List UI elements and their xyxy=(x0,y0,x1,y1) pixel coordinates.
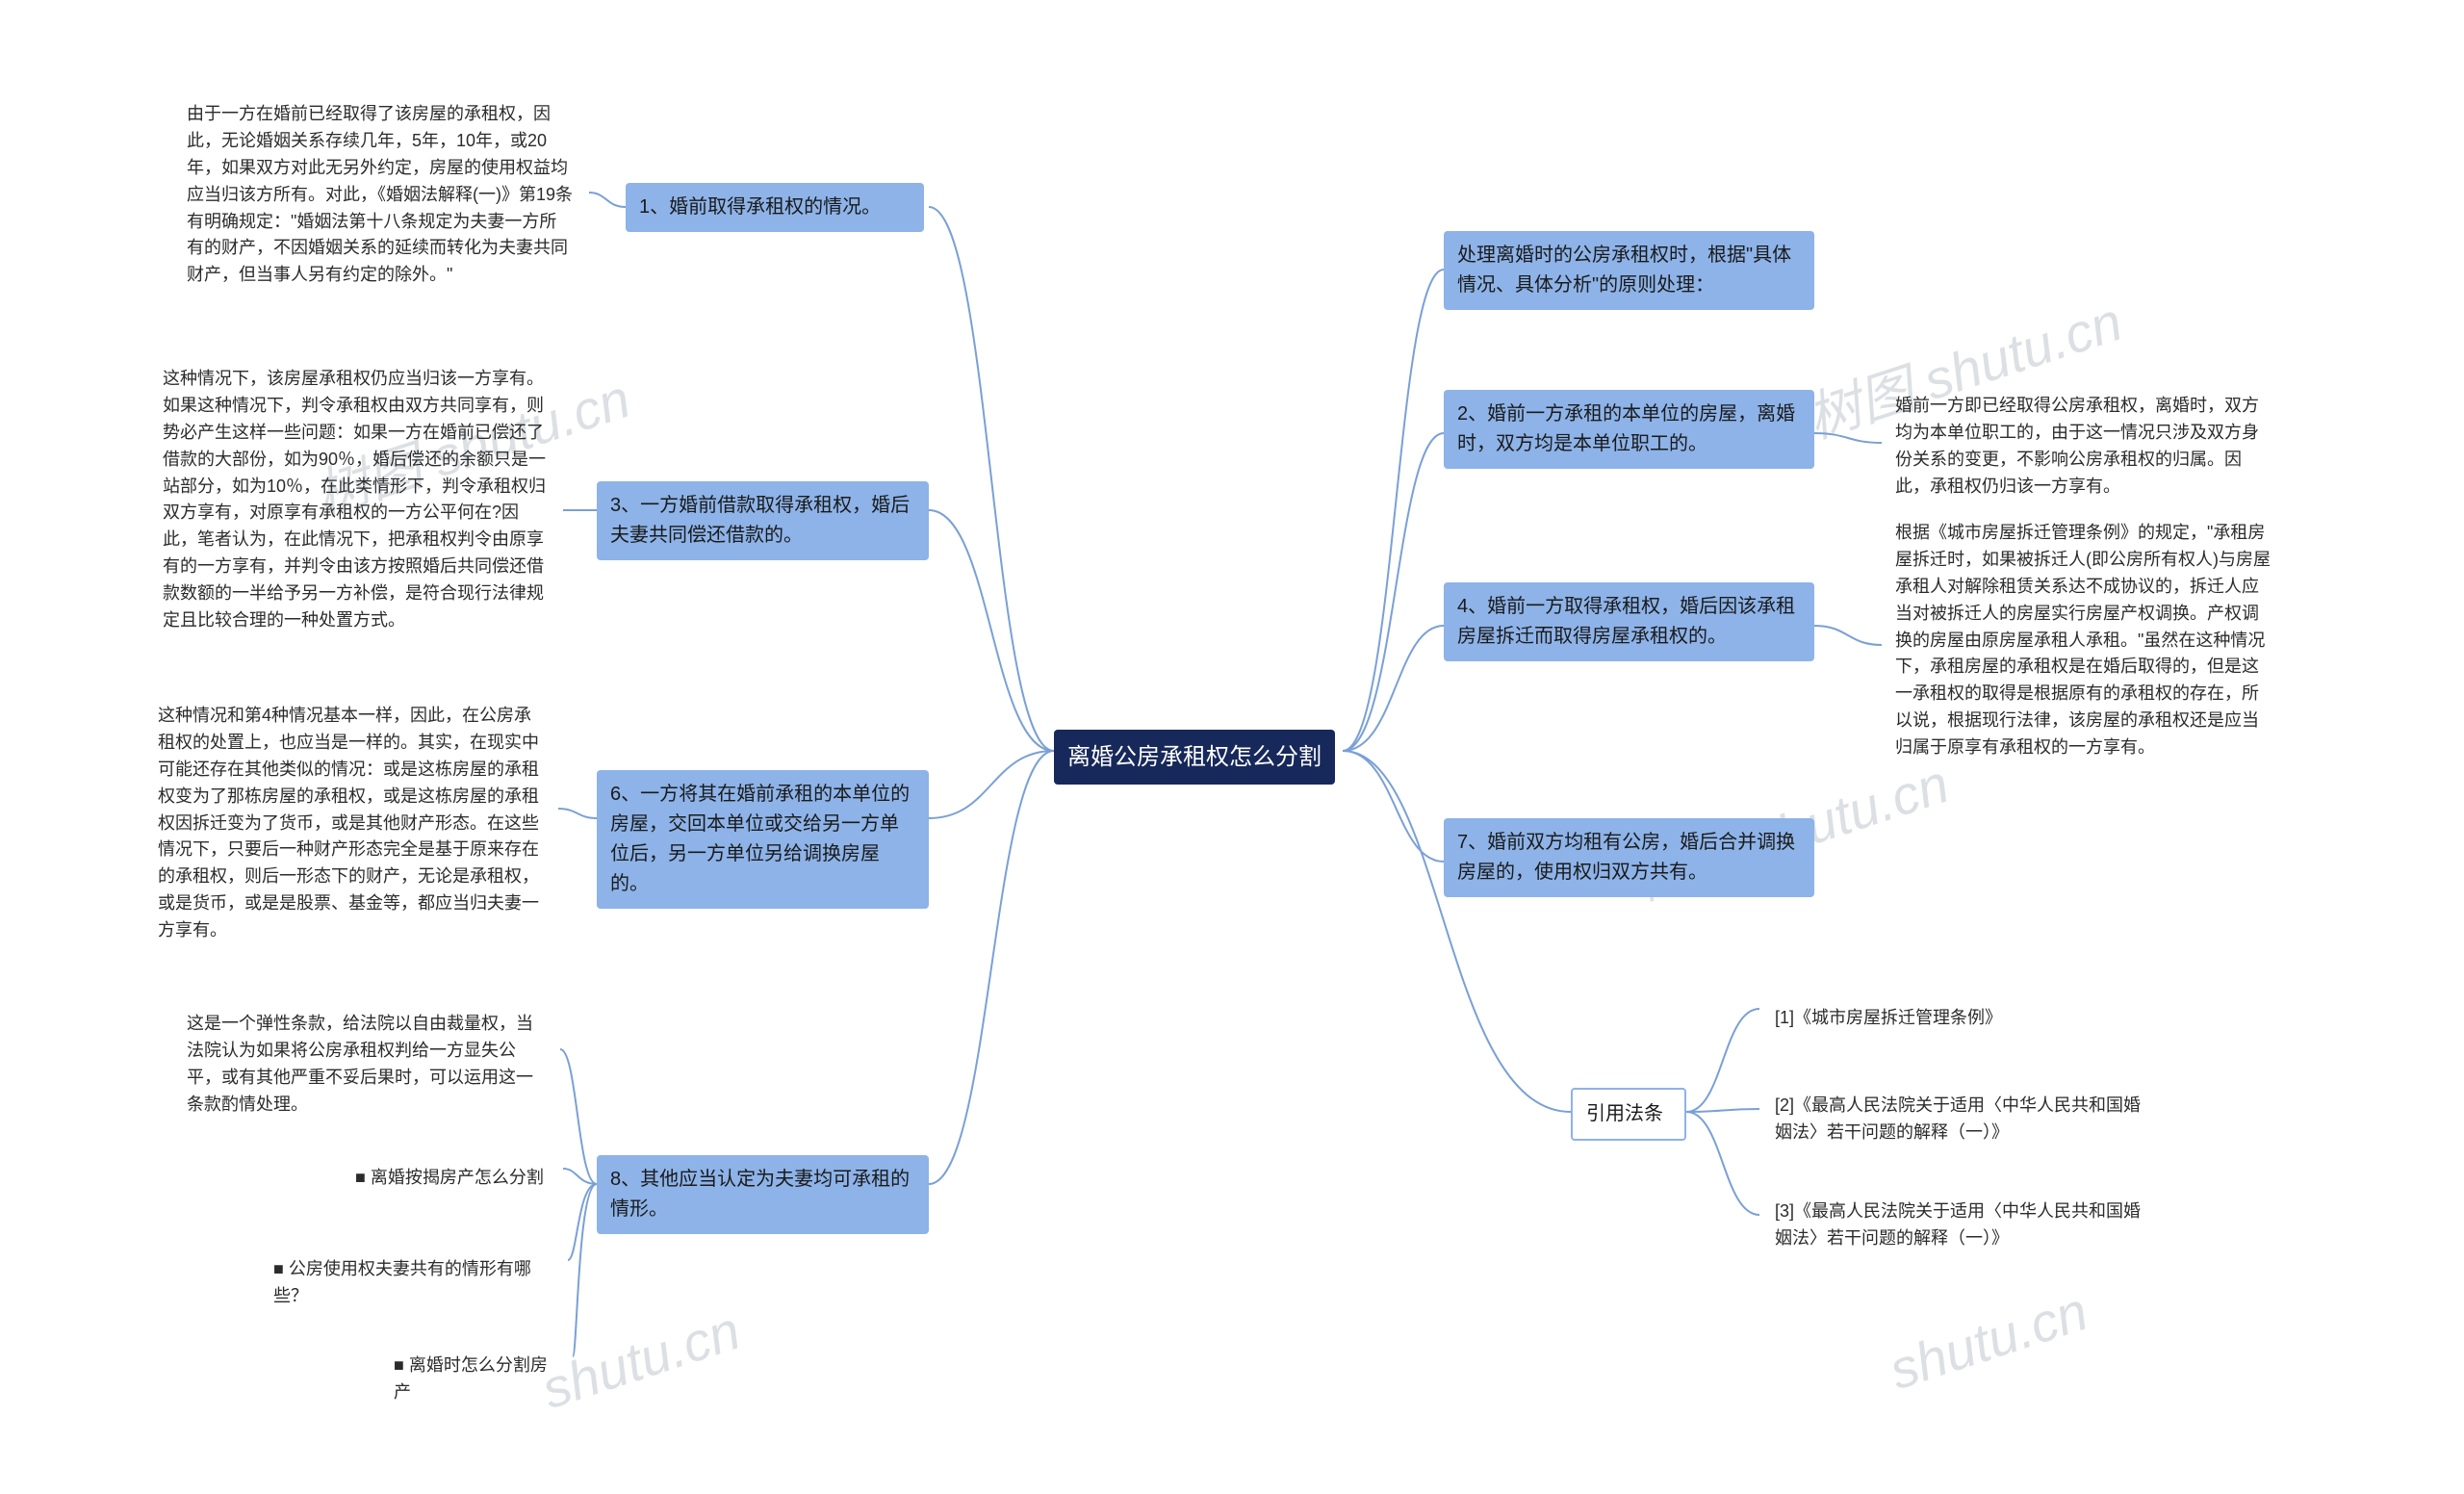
right-node-4: 4、婚前一方取得承租权，婚后因该承租房屋拆迁而取得房屋承租权的。 xyxy=(1444,582,1814,661)
right-leaf-4-1: 根据《城市房屋拆迁管理条例》的规定，"承租房屋拆迁时，如果被拆迁人(即公房所有权… xyxy=(1882,510,2286,771)
left-leaf-8-3: ■ 公房使用权夫妻共有的情形有哪些？ xyxy=(260,1247,568,1320)
left-leaf-8-1: 这是一个弹性条款，给法院以自由裁量权，当法院认为如果将公房承租权判给一方显失公平… xyxy=(173,1001,558,1128)
right-law-3: [3]《最高人民法院关于适用〈中华人民共和国婚姻法〉若干问题的解释（一）》 xyxy=(1761,1189,2156,1262)
right-node-1: 处理离婚时的公房承租权时，根据"具体情况、具体分析"的原则处理： xyxy=(1444,231,1814,310)
right-leaf-2-1: 婚前一方即已经取得公房承租权，离婚时，双方均为本单位职工的，由于这一情况只涉及双… xyxy=(1882,383,2286,510)
left-node-3: 3、一方婚前借款取得承租权，婚后夫妻共同偿还借款的。 xyxy=(597,481,929,560)
left-leaf-8-2: ■ 离婚按揭房产怎么分割 xyxy=(342,1155,563,1201)
left-leaf-1-1: 由于一方在婚前已经取得了该房屋的承租权，因此，无论婚姻关系存续几年，5年，10年… xyxy=(173,91,587,298)
left-node-8: 8、其他应当认定为夫妻均可承租的情形。 xyxy=(597,1155,929,1234)
left-leaf-6-1: 这种情况和第4种情况基本一样，因此，在公房承租权的处置上，也应当是一样的。其实，… xyxy=(144,693,558,954)
right-node-law: 引用法条 xyxy=(1571,1088,1686,1141)
right-law-2: [2]《最高人民法院关于适用〈中华人民共和国婚姻法〉若干问题的解释（一）》 xyxy=(1761,1083,2156,1156)
right-node-2: 2、婚前一方承租的本单位的房屋，离婚时，双方均是本单位职工的。 xyxy=(1444,390,1814,469)
right-law-1: [1]《城市房屋拆迁管理条例》 xyxy=(1761,995,2079,1042)
right-node-7: 7、婚前双方均租有公房，婚后合并调换房屋的，使用权归双方共有。 xyxy=(1444,818,1814,897)
root-node: 离婚公房承租权怎么分割 xyxy=(1054,730,1335,785)
left-node-6: 6、一方将其在婚前承租的本单位的房屋，交回本单位或交给另一方单位后，另一方单位另… xyxy=(597,770,929,909)
left-leaf-8-4: ■ 离婚时怎么分割房产 xyxy=(380,1343,573,1416)
watermark: shutu.cn xyxy=(1882,1279,2094,1402)
left-leaf-3-1: 这种情况下，该房屋承租权仍应当归该一方享有。如果这种情况下，判令承租权由双方共同… xyxy=(149,356,563,644)
left-node-1: 1、婚前取得承租权的情况。 xyxy=(626,183,924,232)
